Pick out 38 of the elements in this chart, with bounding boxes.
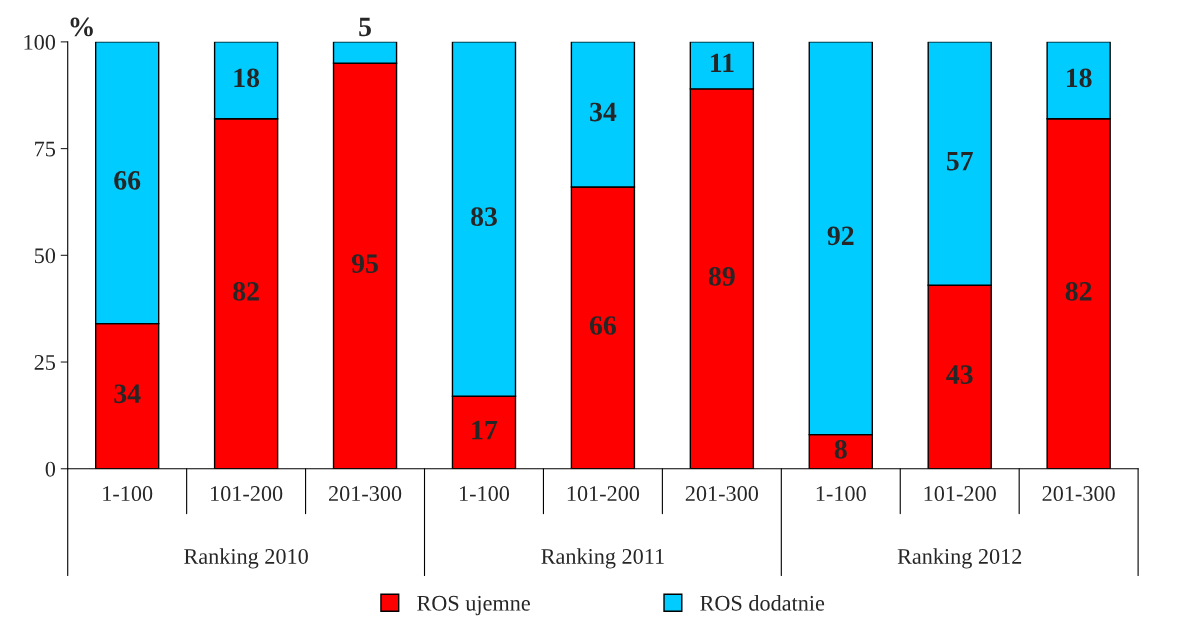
- x-tick-label: 101-200: [924, 486, 996, 502]
- x-tick-label: 101-200: [211, 486, 283, 502]
- data-label: 18: [234, 68, 260, 88]
- x-tick-label: 201-300: [685, 486, 759, 502]
- y-tick-label: 0: [45, 461, 56, 477]
- data-label: 43: [946, 365, 973, 384]
- data-label: 66: [589, 316, 616, 335]
- data-label: 34: [590, 102, 617, 122]
- y-axis-title: %: [70, 17, 93, 37]
- y-tick-label: 100: [24, 34, 56, 50]
- data-label: 17: [472, 420, 498, 440]
- data-label: 92: [827, 226, 854, 246]
- x-tick-label: 1-100: [103, 486, 153, 502]
- legend-label: ROS ujemne: [417, 595, 530, 616]
- text: Ranking 2012: [897, 548, 1022, 569]
- legend-label: ROS dodatnie: [700, 595, 825, 611]
- data-label: 95: [351, 254, 378, 273]
- text: Ranking 2010: [184, 548, 308, 569]
- data-label: 18: [1066, 68, 1092, 88]
- data-label: 11: [710, 53, 734, 73]
- y-tick-label: 75: [35, 141, 56, 157]
- y-tick-label: 25: [34, 355, 56, 370]
- x-tick-label: 1-100: [816, 486, 866, 502]
- data-label: 5: [359, 17, 371, 37]
- y-tick-label: 50: [34, 248, 56, 264]
- data-label: 82: [233, 281, 259, 301]
- text: Ranking 2011: [541, 548, 664, 569]
- x-tick-label: 101-200: [567, 486, 640, 502]
- x-tick-label: 201-300: [328, 486, 402, 502]
- data-label: 8: [834, 439, 847, 459]
- data-label: 66: [114, 171, 141, 190]
- x-tick-label: 1-100: [460, 486, 510, 502]
- x-tick-label: 201-300: [1042, 486, 1115, 502]
- data-label: 83: [471, 207, 497, 226]
- data-label: 82: [1065, 281, 1092, 301]
- data-label: 89: [708, 267, 735, 286]
- data-label: 57: [946, 152, 973, 171]
- data-label: 34: [114, 384, 141, 404]
